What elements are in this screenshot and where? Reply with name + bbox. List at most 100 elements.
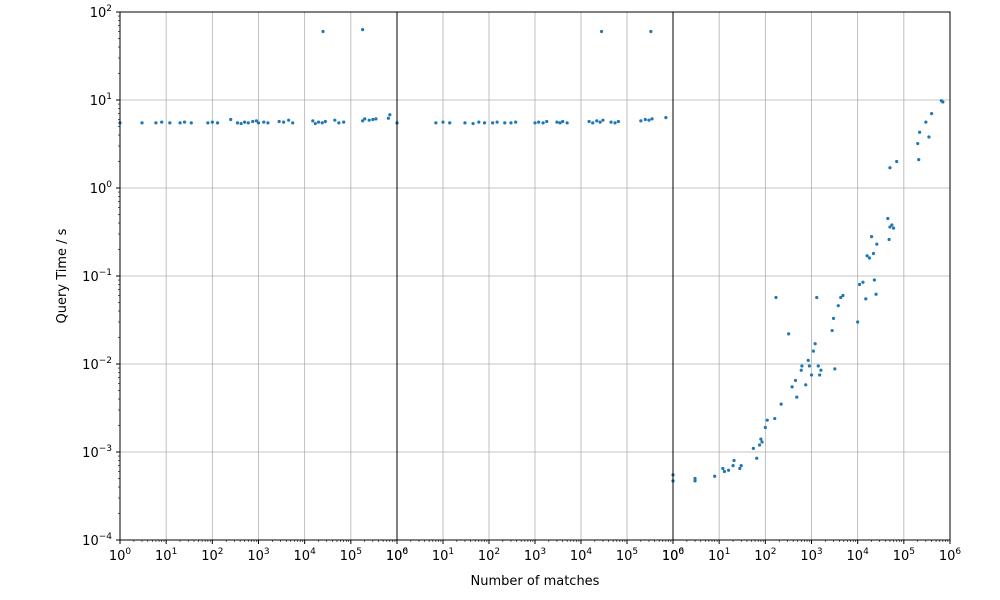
- data-point: [206, 121, 210, 125]
- data-point: [277, 119, 281, 124]
- data-point: [565, 121, 569, 125]
- data-point: [533, 121, 537, 125]
- x-tick-label: 106: [386, 547, 409, 564]
- data-point: [555, 120, 559, 124]
- data-point: [168, 121, 172, 125]
- data-point: [337, 121, 341, 125]
- panel-left: [116, 11, 398, 544]
- data-point: [664, 116, 668, 120]
- x-axis-label: Number of matches: [471, 574, 600, 589]
- x-tick-label: 100: [662, 547, 685, 564]
- data-point: [927, 135, 931, 139]
- data-point: [361, 28, 365, 32]
- data-point: [790, 385, 794, 389]
- data-point: [819, 368, 823, 372]
- data-point: [320, 121, 324, 125]
- data-point: [872, 278, 876, 282]
- data-point: [738, 466, 742, 471]
- x-tick-label: 104: [294, 547, 317, 564]
- data-point: [246, 121, 250, 125]
- x-tick-label: 102: [201, 547, 223, 564]
- data-point: [256, 121, 261, 125]
- panels-group: 100 101 102 103 104 105 106 10−4 10−3 10−2 10−1 100…: [82, 4, 961, 564]
- data-point: [321, 29, 325, 34]
- data-point: [333, 118, 337, 122]
- data-point: [765, 418, 769, 422]
- x-tick-label: 103: [800, 547, 822, 564]
- data-point: [757, 443, 762, 447]
- data-point: [591, 121, 595, 125]
- data-point: [613, 121, 617, 125]
- data-point: [210, 120, 214, 124]
- data-point: [887, 237, 891, 242]
- data-point: [367, 118, 371, 122]
- data-point: [809, 373, 814, 377]
- x-tick-label: 103: [524, 547, 546, 564]
- y-tick-label: 101: [90, 92, 112, 109]
- data-point: [799, 368, 803, 372]
- data-point: [495, 120, 499, 124]
- data-point: [363, 117, 367, 121]
- data-point: [215, 121, 220, 125]
- data-point: [503, 121, 507, 125]
- data-point: [917, 158, 921, 162]
- data-point: [732, 458, 736, 463]
- data-point: [722, 469, 727, 474]
- data-point: [713, 474, 717, 478]
- data-point: [916, 141, 920, 146]
- data-point: [760, 440, 764, 444]
- data-point: [541, 121, 545, 125]
- data-point: [759, 437, 763, 441]
- data-point: [434, 121, 438, 125]
- data-point: [726, 468, 731, 472]
- data-point: [773, 416, 777, 421]
- x-tick-label: 100: [386, 547, 409, 564]
- data-point: [229, 117, 233, 122]
- data-point: [871, 251, 876, 256]
- data-point: [598, 120, 602, 124]
- data-point: [811, 349, 816, 353]
- data-point: [833, 367, 837, 371]
- x-tick-label: 105: [616, 547, 638, 564]
- y-tick-label: 10−1: [82, 268, 112, 285]
- data-point: [941, 100, 945, 104]
- data-point: [779, 402, 783, 406]
- data-point: [924, 120, 928, 124]
- data-point: [545, 119, 549, 124]
- data-point: [857, 282, 862, 287]
- data-point: [282, 120, 286, 124]
- data-point: [243, 120, 247, 124]
- data-point: [371, 117, 375, 122]
- data-point: [830, 328, 834, 333]
- data-point: [918, 130, 922, 134]
- data-point: [787, 332, 791, 336]
- data-point: [807, 364, 811, 368]
- data-point: [813, 342, 817, 346]
- data-point: [386, 116, 390, 120]
- data-point: [886, 216, 890, 221]
- data-point: [864, 297, 868, 301]
- data-point: [388, 113, 392, 117]
- data-point: [693, 476, 697, 481]
- data-point: [463, 121, 467, 125]
- data-point: [313, 121, 317, 126]
- x-tick-label: 106: [662, 547, 685, 564]
- data-point: [643, 117, 647, 122]
- data-point: [806, 358, 810, 362]
- data-point: [763, 425, 767, 430]
- data-point: [795, 395, 799, 399]
- data-point: [869, 235, 874, 239]
- data-point: [721, 466, 725, 471]
- data-point: [774, 295, 778, 300]
- data-point: [342, 120, 346, 124]
- x-tick-label: 100: [109, 547, 132, 564]
- data-point: [839, 295, 843, 300]
- data-point: [254, 119, 258, 123]
- data-point: [836, 304, 840, 308]
- x-tick-label: 102: [754, 547, 776, 564]
- y-tick-label: 102: [90, 4, 112, 21]
- x-tick-label: 101: [432, 547, 454, 564]
- data-point: [239, 121, 243, 126]
- data-point: [558, 121, 562, 125]
- data-point: [599, 29, 604, 34]
